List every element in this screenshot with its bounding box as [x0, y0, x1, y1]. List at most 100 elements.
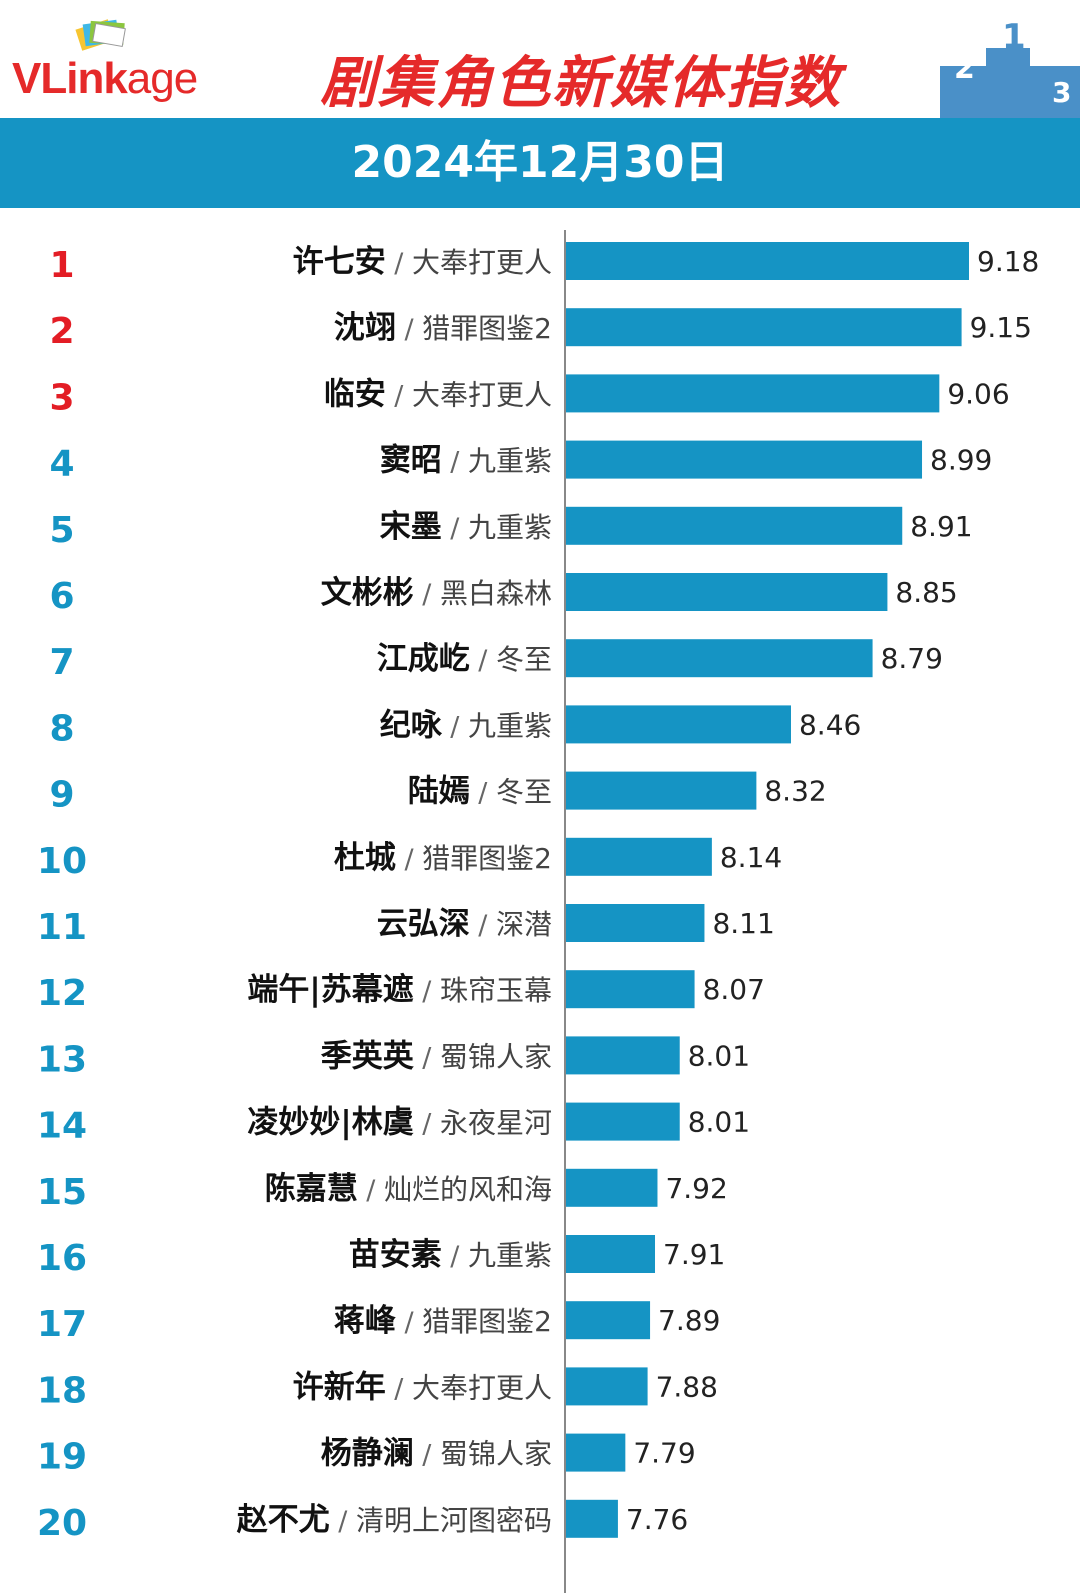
bar: [566, 837, 712, 876]
bar: [566, 771, 757, 810]
character-name: 云弘深: [377, 906, 470, 942]
character-name: 陈嘉慧: [265, 1171, 358, 1207]
chart-row: 11 云弘深 / 深潜 8.11: [37, 904, 775, 948]
chart-row: 15 陈嘉慧 / 灿烂的风和海 7.92: [37, 1168, 728, 1213]
value-label: 7.88: [656, 1370, 718, 1403]
drama-title: 大奉打更人: [412, 1371, 552, 1404]
chart-row: 13 季英英 / 蜀锦人家 8.01: [37, 1036, 750, 1080]
value-label: 7.92: [665, 1172, 727, 1205]
value-label: 7.91: [663, 1238, 725, 1271]
row-label: 许七安 / 大奉打更人: [293, 244, 552, 280]
row-label: 云弘深 / 深潜: [377, 906, 552, 942]
label-separator: /: [386, 380, 412, 411]
drama-title: 灿烂的风和海: [384, 1173, 552, 1206]
drama-title: 九重紫: [468, 511, 552, 544]
drama-title: 九重紫: [468, 445, 552, 478]
row-label: 季英英 / 蜀锦人家: [321, 1038, 552, 1074]
row-label: 杜城 / 猎罪图鉴2: [334, 840, 552, 876]
row-label: 凌妙妙|林虞 / 永夜星河: [247, 1105, 552, 1141]
header: VLinkage 剧集角色新媒体指数 1 2 3: [0, 0, 1080, 118]
character-name: 杜城: [334, 840, 396, 876]
character-name: 江成屹: [377, 641, 470, 677]
drama-title: 冬至: [496, 776, 552, 809]
drama-title: 黑白森林: [440, 577, 552, 610]
value-label: 8.79: [881, 642, 943, 675]
drama-title: 蜀锦人家: [440, 1438, 552, 1471]
chart-row: 19 杨静澜 / 蜀锦人家 7.79: [37, 1433, 696, 1478]
value-label: 8.46: [799, 708, 861, 741]
chart-row: 12 端午|苏幕遮 / 珠帘玉幕 8.07: [37, 970, 765, 1014]
value-label: 9.06: [947, 377, 1009, 410]
svg-text:3: 3: [1052, 76, 1071, 109]
value-label: 7.89: [658, 1304, 720, 1337]
chart-row: 18 许新年 / 大奉打更人 7.88: [37, 1367, 718, 1411]
label-separator: /: [396, 1307, 422, 1338]
chart-row: 8 纪咏 / 九重紫 8.46: [49, 705, 861, 749]
bar: [566, 1102, 680, 1141]
character-name: 文彬彬: [321, 575, 414, 611]
rank-number: 19: [37, 1437, 87, 1478]
drama-title: 永夜星河: [440, 1107, 552, 1140]
page-title: 剧集角色新媒体指数: [320, 51, 842, 116]
row-label: 江成屹 / 冬至: [377, 641, 552, 677]
rank-number: 1: [49, 245, 74, 286]
rank-number: 18: [37, 1370, 87, 1411]
rank-number: 3: [49, 377, 74, 418]
value-label: 8.32: [764, 775, 826, 808]
row-label: 沈翊 / 猎罪图鉴2: [334, 310, 552, 346]
label-separator: /: [442, 447, 468, 478]
character-name: 苗安素: [349, 1237, 442, 1273]
value-label: 8.01: [688, 1039, 750, 1072]
rank-number: 11: [37, 907, 87, 948]
character-name: 季英英: [321, 1038, 415, 1074]
label-separator: /: [396, 844, 422, 875]
drama-title: 九重紫: [468, 709, 552, 742]
rank-number: 12: [37, 973, 87, 1014]
drama-title: 猎罪图鉴2: [422, 312, 552, 345]
label-separator: /: [414, 976, 440, 1007]
drama-title: 深潜: [496, 908, 552, 941]
rank-number: 14: [37, 1106, 87, 1147]
label-separator: /: [470, 778, 496, 809]
label-separator: /: [442, 711, 468, 742]
drama-title: 大奉打更人: [412, 246, 552, 279]
row-label: 陈嘉慧 / 灿烂的风和海: [265, 1171, 552, 1207]
value-label: 8.01: [688, 1106, 750, 1139]
bar: [566, 242, 969, 280]
chart-row: 16 苗安素 / 九重紫 7.91: [37, 1235, 725, 1279]
rank-number: 15: [37, 1172, 87, 1213]
label-separator: /: [414, 1440, 440, 1471]
value-label: 7.76: [626, 1503, 688, 1536]
bar: [566, 506, 903, 545]
row-label: 苗安素 / 九重紫: [349, 1237, 552, 1273]
character-name: 临安: [324, 376, 386, 412]
logo-cards-icon: [75, 19, 126, 51]
logo-text: VLinkage: [12, 54, 198, 103]
label-separator: /: [414, 579, 440, 610]
bar: [566, 1301, 651, 1340]
svg-text:2: 2: [954, 51, 975, 86]
rank-number: 5: [49, 510, 74, 551]
chart-row: 7 江成屹 / 冬至 8.79: [49, 639, 943, 683]
drama-title: 猎罪图鉴2: [422, 1305, 552, 1338]
date-banner: 2024年12月30日: [0, 118, 1080, 208]
character-name: 蒋峰: [334, 1303, 396, 1339]
ranking-bar-chart: 1 许七安 / 大奉打更人 9.18 2 沈翊 / 猎罪图鉴2 9.15 3 临安 / 大奉打…: [37, 230, 1039, 1593]
row-label: 赵不尤 / 清明上河图密码: [236, 1502, 552, 1538]
character-name: 凌妙妙|林虞: [247, 1105, 413, 1141]
rank-number: 20: [37, 1503, 87, 1544]
drama-title: 蜀锦人家: [440, 1040, 552, 1073]
rank-number: 17: [37, 1304, 87, 1345]
character-name: 许新年: [293, 1369, 386, 1405]
rank-number: 6: [49, 576, 74, 617]
row-label: 宋墨 / 九重紫: [380, 509, 552, 545]
bar: [566, 1499, 618, 1538]
bar: [566, 904, 705, 942]
svg-text:1: 1: [1002, 18, 1026, 57]
bar: [566, 970, 695, 1009]
chart-row: 5 宋墨 / 九重紫 8.91: [49, 506, 973, 551]
row-label: 陆嫣 / 冬至: [408, 774, 552, 810]
value-label: 9.15: [970, 311, 1032, 344]
chart-row: 14 凌妙妙|林虞 / 永夜星河 8.01: [37, 1102, 750, 1147]
drama-title: 冬至: [496, 643, 552, 676]
